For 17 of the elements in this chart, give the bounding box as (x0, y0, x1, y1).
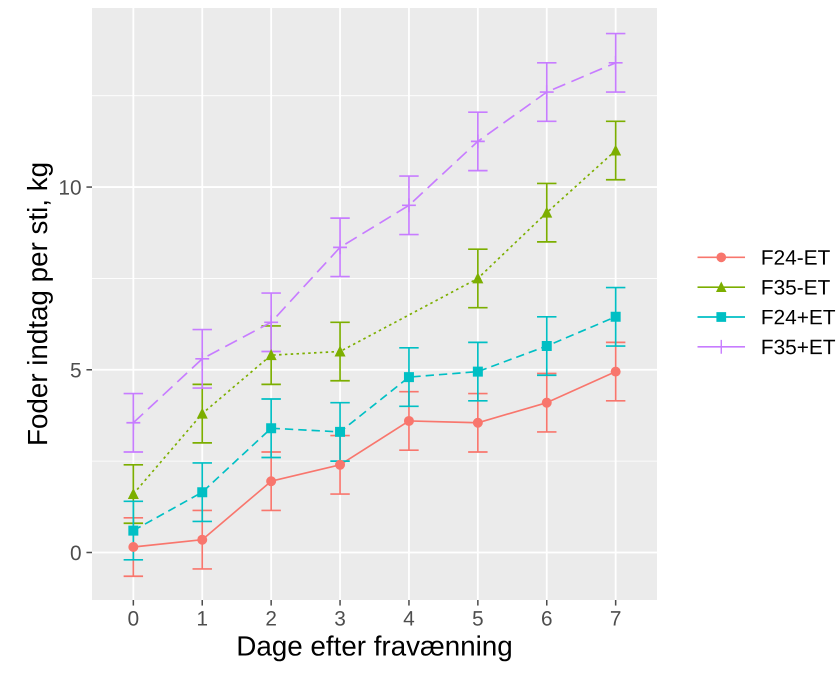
x-tick-label: 1 (198, 611, 208, 626)
x-tick-label: 4 (404, 611, 414, 626)
x-tick-label: 3 (335, 610, 345, 626)
x-tick-label: 5 (472, 611, 483, 626)
x-tick-label: 0 (128, 610, 138, 626)
y-tick-label: 10 (60, 180, 81, 195)
y-axis-title: Foder indtag per sti, kg (26, 164, 53, 444)
x-tick-label: 6 (542, 610, 552, 626)
x-tick-label: 2 (266, 610, 276, 626)
x-tick-label: 7 (610, 611, 620, 626)
legend-label: F24-ET (762, 250, 830, 265)
x-axis-title: Dage efter fravænning (238, 635, 511, 662)
legend-label: F24+ET (762, 310, 836, 324)
y-tick-label: 5 (70, 362, 81, 378)
y-tick-label: 0 (70, 545, 81, 560)
legend-label: F35+ET (762, 340, 836, 354)
legend-label: F35-ET (762, 280, 830, 295)
